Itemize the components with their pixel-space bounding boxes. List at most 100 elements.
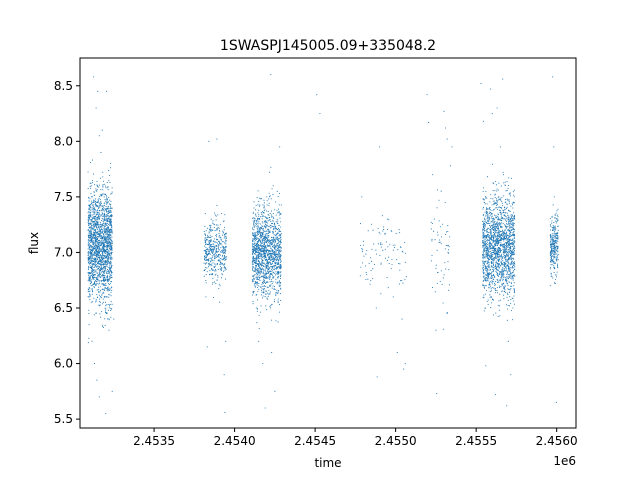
data-point [495,227,497,229]
data-point [111,192,113,195]
data-point [105,209,107,211]
data-point [511,203,513,205]
data-point [448,249,450,251]
data-point [510,277,512,279]
data-points [87,74,559,415]
data-point [91,263,93,265]
data-point [277,212,279,214]
data-point [277,276,279,278]
data-point [106,227,108,229]
data-point [509,231,511,233]
data-point [258,239,260,241]
data-point [260,294,262,296]
data-point [273,257,275,259]
data-point [262,215,264,217]
data-point [378,231,380,233]
data-point [277,245,279,247]
data-point [105,249,107,251]
data-point [102,171,104,173]
data-point [256,223,258,226]
data-point [259,267,262,269]
data-point [510,250,512,252]
data-point [217,224,219,226]
data-point [446,312,448,314]
data-point [280,260,282,262]
data-point [497,241,499,243]
data-point [251,279,254,281]
data-point [275,320,277,322]
data-point [253,261,255,263]
data-point [103,220,105,222]
data-point [110,276,112,278]
data-point [392,249,394,251]
data-point [509,257,511,259]
data-point [97,268,99,270]
data-point [484,217,486,219]
data-point [225,268,227,270]
data-point [207,234,209,236]
data-point [267,232,269,234]
data-point [399,232,401,234]
data-point [102,247,105,249]
data-point [252,228,254,230]
data-point [486,218,488,220]
data-point [213,212,216,214]
data-point [256,227,258,230]
data-point [273,234,275,236]
data-point [217,255,220,257]
data-point [92,243,94,245]
data-point [499,315,501,317]
data-point [508,177,510,179]
data-point [110,210,112,212]
data-point [98,283,100,285]
data-point [222,234,224,236]
data-point [104,269,106,271]
data-point [482,245,484,247]
data-point [264,269,266,271]
data-point [361,247,363,250]
data-point [110,257,112,259]
data-point [104,233,106,235]
data-point [507,243,509,246]
data-point [508,228,510,230]
data-point [90,234,92,236]
data-point [280,274,282,276]
data-point [206,244,209,246]
data-point [499,285,501,287]
data-point [100,250,102,252]
data-point [93,194,95,196]
data-point [110,224,112,226]
data-point [101,206,103,208]
data-point [266,249,268,251]
data-point [500,276,502,279]
data-point [511,275,513,277]
data-point [279,285,281,287]
data-point [87,220,90,222]
data-point [103,212,105,214]
data-point [89,295,91,298]
data-point [110,242,112,244]
data-point [496,221,498,223]
data-point [261,218,263,220]
data-point [278,254,280,256]
data-point [253,284,255,286]
data-point [265,277,267,279]
data-point [500,233,502,235]
data-point [88,337,90,339]
data-point [278,230,280,232]
data-point [92,231,95,233]
data-point [435,267,437,270]
data-point [506,233,508,235]
data-point [225,241,227,243]
data-point [504,235,506,237]
data-point [95,200,97,202]
data-point [508,270,510,272]
data-point [275,246,277,248]
data-point [254,233,257,235]
data-point [99,291,101,293]
data-point [99,213,101,216]
data-point [209,242,211,244]
data-point [511,249,513,251]
data-point [273,276,275,278]
data-point [104,217,106,219]
